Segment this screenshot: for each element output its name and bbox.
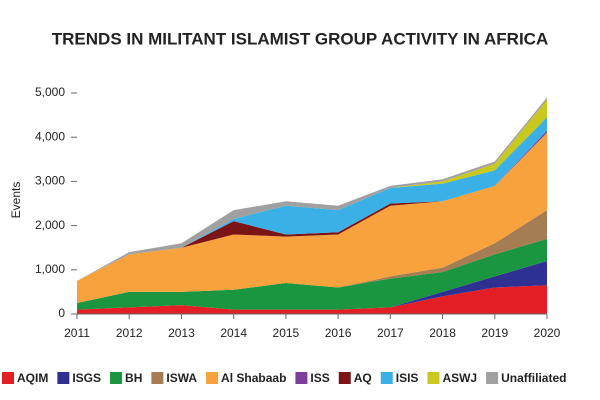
legend-label: AQ [354, 371, 372, 385]
legend-swatch [2, 372, 14, 384]
x-tick-label: 2014 [220, 326, 247, 340]
x-tick-label: 2018 [429, 326, 456, 340]
legend-swatch [110, 372, 123, 384]
legend-label: AQIM [17, 371, 48, 385]
legend-item: AQIM [2, 371, 48, 385]
chart-title: TRENDS IN MILITANT ISLAMIST GROUP ACTIVI… [52, 29, 548, 48]
y-tick-label: 5,000 [35, 85, 65, 99]
x-tick-label: 2017 [377, 326, 404, 340]
y-tick-label: 4,000 [35, 129, 65, 143]
legend-swatch [206, 372, 219, 384]
area [77, 285, 547, 314]
y-axis-label: Events [9, 182, 23, 219]
y-tick-label: 1,000 [35, 262, 65, 276]
legend-swatch [151, 372, 164, 384]
legend-label: ASWJ [442, 371, 477, 385]
area [77, 130, 547, 281]
y-tick-label: 2,000 [35, 218, 65, 232]
y-tick-label: 0 [58, 306, 65, 320]
legend-item: ISWA [151, 371, 197, 385]
legend-label: Al Shabaab [221, 371, 286, 385]
legend-item: AQ [338, 371, 372, 385]
legend-swatch [380, 372, 393, 384]
area [77, 132, 547, 303]
legend-item: ISS [295, 371, 330, 385]
legend-swatch [57, 372, 70, 384]
area [77, 260, 547, 310]
legend-item: Al Shabaab [206, 371, 286, 385]
legend-label: ISGS [72, 371, 101, 385]
x-tick-label: 2020 [534, 326, 561, 340]
x-tick-label: 2015 [273, 326, 300, 340]
legend-swatch [338, 372, 351, 384]
legend-label: ISIS [396, 371, 419, 385]
legend-label: Unaffiliated [501, 371, 566, 385]
y-tick-label: 3,000 [35, 174, 65, 188]
legend-item: ISIS [380, 371, 419, 385]
legend-item: Unaffiliated [486, 371, 566, 385]
legend-item: ISGS [57, 371, 101, 385]
legend-swatch [486, 372, 499, 384]
area [77, 238, 547, 310]
x-tick-label: 2019 [481, 326, 508, 340]
x-tick-label: 2012 [116, 326, 143, 340]
x-tick-label: 2013 [168, 326, 195, 340]
x-tick-label: 2011 [64, 326, 90, 340]
legend-label: ISWA [166, 371, 197, 385]
legend-item: ASWJ [427, 371, 477, 385]
legend-swatch [295, 372, 308, 384]
legend-label: BH [125, 371, 142, 385]
legend-swatch [427, 372, 440, 384]
area [77, 97, 547, 281]
x-tick-label: 2016 [325, 326, 352, 340]
legend-item: BH [110, 371, 142, 385]
legend-label: ISS [310, 371, 329, 385]
